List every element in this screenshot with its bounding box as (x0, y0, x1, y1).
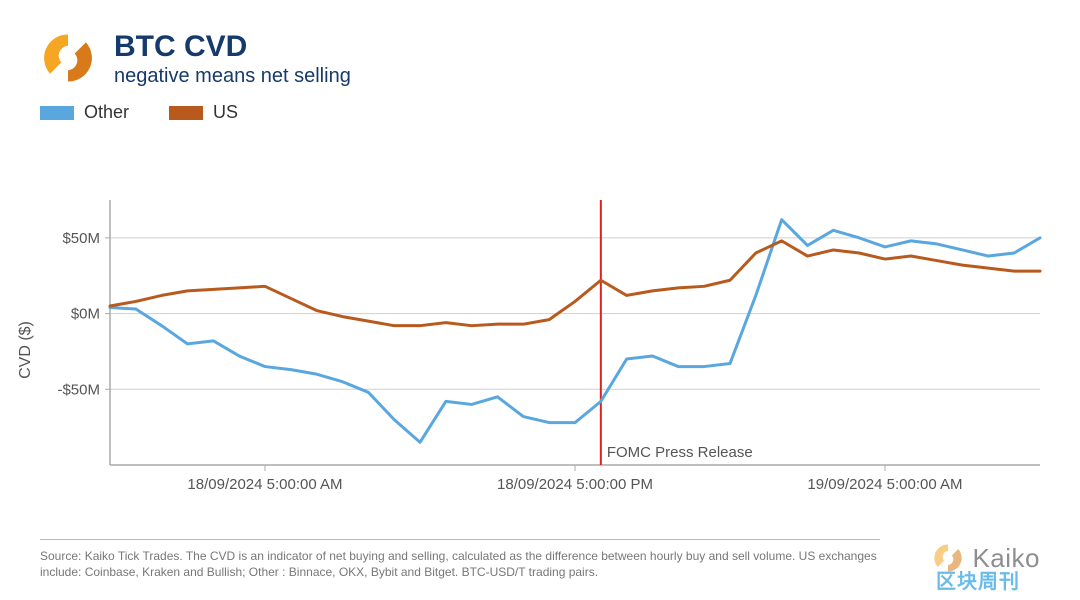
svg-text:19/09/2024 5:00:00 AM: 19/09/2024 5:00:00 AM (807, 476, 962, 493)
svg-text:FOMC Press Release: FOMC Press Release (607, 444, 753, 461)
svg-text:$50M: $50M (62, 230, 100, 247)
chart-subtitle: negative means net selling (114, 65, 351, 88)
chart-area: CVD ($) -$50M$0M$50M18/09/2024 5:00:00 A… (40, 190, 1050, 510)
svg-text:18/09/2024 5:00:00 AM: 18/09/2024 5:00:00 AM (187, 476, 342, 493)
legend-swatch (40, 106, 74, 120)
legend-label: US (213, 102, 238, 123)
y-axis-label: CVD ($) (17, 321, 35, 379)
chart-title: BTC CVD (114, 30, 351, 63)
legend-item-us: US (169, 102, 238, 123)
legend-label: Other (84, 102, 129, 123)
svg-text:18/09/2024 5:00:00 PM: 18/09/2024 5:00:00 PM (497, 476, 653, 493)
legend-swatch (169, 106, 203, 120)
chart-header: BTC CVD negative means net selling (0, 0, 1080, 88)
svg-text:-$50M: -$50M (57, 381, 100, 398)
source-footnote: Source: Kaiko Tick Trades. The CVD is an… (40, 539, 880, 580)
legend-item-other: Other (40, 102, 129, 123)
kaiko-logo-icon (40, 30, 96, 86)
svg-text:$0M: $0M (71, 306, 100, 323)
legend: Other US (0, 88, 1080, 123)
overlay-watermark: 区块周刊 (936, 565, 1020, 594)
line-chart: -$50M $0M $50M 18/09/2024 5:00:00 AM 18/09/2… (40, 190, 1050, 510)
